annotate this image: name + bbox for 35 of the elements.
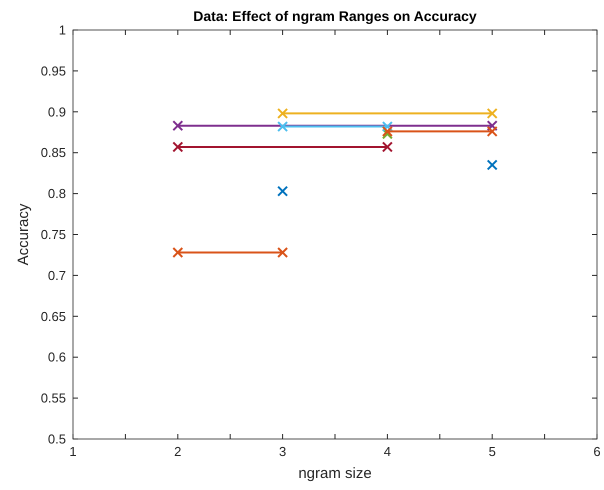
x-tick-label: 6 [593, 444, 601, 459]
y-tick-label: 0.7 [48, 268, 66, 283]
point [486, 159, 498, 170]
y-tick-label: 1 [58, 22, 66, 38]
x-axis-title: ngram size [298, 465, 372, 482]
y-tick-label: 0.8 [48, 186, 66, 202]
y-tick-label: 0.55 [40, 390, 66, 406]
point [277, 186, 288, 197]
x-tick-label: 3 [278, 444, 286, 459]
point [277, 121, 288, 132]
y-tick-label: 0.85 [40, 145, 66, 160]
point [382, 121, 393, 132]
y-tick-label: 0.75 [40, 227, 66, 242]
x-tick-label: 4 [384, 444, 392, 459]
point [277, 246, 288, 258]
chart-title: Data: Effect of ngram Ranges on Accuracy [193, 8, 477, 24]
point [277, 108, 288, 119]
point [382, 128, 393, 140]
point [382, 126, 393, 137]
y-axis-title: Accuracy [15, 203, 32, 266]
point [486, 108, 498, 119]
y-tick-label: 0.6 [48, 350, 66, 365]
y-tick-label: 0.95 [40, 63, 66, 78]
point [172, 246, 184, 258]
point [486, 126, 498, 137]
y-tick-label: 0.5 [48, 432, 66, 446]
y-tick-label: 0.65 [40, 308, 66, 324]
x-tick-label: 5 [488, 444, 496, 459]
point [382, 141, 393, 152]
x-tick-label: 2 [174, 444, 182, 459]
y-tick-label: 0.9 [48, 104, 66, 120]
point [486, 120, 498, 132]
point [172, 141, 184, 152]
point [172, 120, 184, 132]
x-tick-label: 1 [69, 444, 77, 459]
